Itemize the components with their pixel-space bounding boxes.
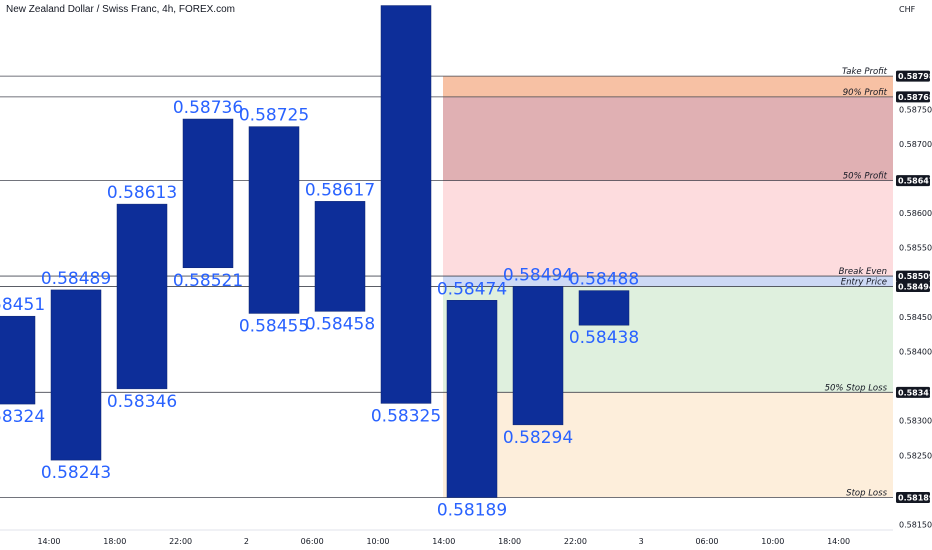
- price-tag-label: 0.58494: [898, 282, 932, 291]
- time-tick-label: 06:00: [695, 537, 718, 546]
- time-tick-label: 18:00: [498, 537, 521, 546]
- price-tag-label: 0.58189: [898, 493, 932, 502]
- candles: [0, 5, 630, 498]
- price-tick-label: 0.58700: [899, 140, 932, 149]
- zone-take-profit: [443, 76, 893, 97]
- candle-low-label: 0.58324: [0, 407, 45, 427]
- candle: [512, 286, 564, 426]
- candle-low-label: 0.58243: [41, 463, 111, 483]
- price-tag-label: 0.58798: [898, 72, 932, 81]
- candle: [50, 289, 102, 461]
- price-tick-label: 0.58450: [899, 313, 932, 322]
- price-tag: [896, 270, 930, 282]
- candle-low-label: 0.58455: [239, 316, 309, 336]
- candle-high-label: 0.58474: [437, 279, 507, 299]
- time-tick-label: 3: [639, 537, 644, 546]
- candle-high-label: 0.58725: [239, 106, 309, 126]
- price-tag: [896, 491, 930, 503]
- candle-low-label: 0.58521: [173, 271, 243, 291]
- candle: [0, 315, 36, 405]
- price-tag-label: 0.58647: [898, 177, 932, 186]
- candle: [446, 300, 498, 498]
- level-label-break-even: Break Even: [839, 267, 887, 277]
- price-tick-label: 0.58600: [899, 209, 932, 218]
- price-tag-label: 0.58341: [898, 388, 932, 397]
- time-tick-label: 10:00: [761, 537, 784, 546]
- currency-label: CHF: [899, 5, 916, 14]
- candle: [182, 118, 234, 269]
- time-tick-label: 14:00: [432, 537, 455, 546]
- level-label-take-profit: Take Profit: [842, 67, 888, 77]
- time-tick-label: 22:00: [564, 537, 587, 546]
- price-tick-label: 0.58550: [899, 244, 932, 253]
- candle: [116, 203, 168, 390]
- level-labels: Take Profit 90% Profit 50% Profit Break Eve…: [825, 67, 888, 498]
- zone-50-profit: [443, 180, 893, 277]
- candle-low-label: 0.58458: [305, 314, 375, 334]
- price-tag: [896, 280, 930, 292]
- candle-low-label: 0.58346: [107, 392, 177, 412]
- candle-high-label: 0.58736: [173, 98, 243, 118]
- price-tag-label: 0.58768: [898, 93, 932, 102]
- candle-labels: 0.58451 0.58324 0.58489 0.58243 0.58613 0.583…: [0, 98, 639, 520]
- candle-high-label: 0.58494: [503, 265, 573, 285]
- candle-low-label: 0.58438: [569, 328, 639, 348]
- candle-high-label: 0.58613: [107, 183, 177, 203]
- candle: [380, 5, 432, 404]
- time-tick-label: 22:00: [169, 537, 192, 546]
- candle-high-label: 0.58488: [569, 270, 639, 290]
- candle-high-label: 0.58617: [305, 180, 375, 200]
- level-label-50-stop-loss: 50% Stop Loss: [825, 383, 888, 393]
- candle-high-label: 0.58451: [0, 295, 45, 315]
- zone-90-profit: [443, 96, 893, 181]
- price-tick-label: 0.58750: [899, 105, 932, 114]
- time-tick-label: 14:00: [827, 537, 850, 546]
- time-tick-label: 14:00: [37, 537, 60, 546]
- time-axis[interactable]: 14:00 18:00 22:00 2 06:00 10:00 14:00 18:00 22:0…: [0, 529, 893, 546]
- time-tick-label: 10:00: [366, 537, 389, 546]
- candle: [248, 126, 300, 314]
- level-label-stop-loss: Stop Loss: [846, 488, 887, 498]
- price-tag: [896, 70, 930, 82]
- chart-title: New Zealand Dollar / Swiss Franc, 4h, FO…: [6, 4, 235, 15]
- price-tag: [896, 91, 930, 103]
- price-tag: [896, 386, 930, 398]
- price-tick-label: 0.58300: [899, 417, 932, 426]
- price-tick-label: 0.58400: [899, 347, 932, 356]
- price-tag: [896, 175, 930, 187]
- candle-low-label: 0.58294: [503, 428, 573, 448]
- price-axis[interactable]: CHF 0.58798 0.58768 0.58750 0.58700 0.58647 0.…: [893, 0, 932, 550]
- price-tick-label: 0.58250: [899, 451, 932, 460]
- risk-reward-zones: [443, 76, 893, 498]
- level-label-50-profit: 50% Profit: [843, 172, 888, 182]
- time-tick-label: 06:00: [301, 537, 324, 546]
- level-label-entry-price: Entry Price: [841, 277, 887, 287]
- level-label-90-profit: 90% Profit: [843, 88, 888, 98]
- price-tick-label: 0.58150: [899, 520, 932, 529]
- candle-low-label: 0.58325: [371, 406, 441, 426]
- candle: [314, 201, 366, 312]
- candle-low-label: 0.58189: [437, 500, 507, 520]
- price-tag-label: 0.58509: [898, 272, 932, 281]
- time-tick-label: 18:00: [103, 537, 126, 546]
- zone-entry: [443, 286, 893, 393]
- candle: [578, 290, 630, 326]
- candle-high-label: 0.58489: [41, 269, 111, 289]
- time-tick-label: 2: [244, 537, 249, 546]
- zone-break-even: [443, 276, 893, 287]
